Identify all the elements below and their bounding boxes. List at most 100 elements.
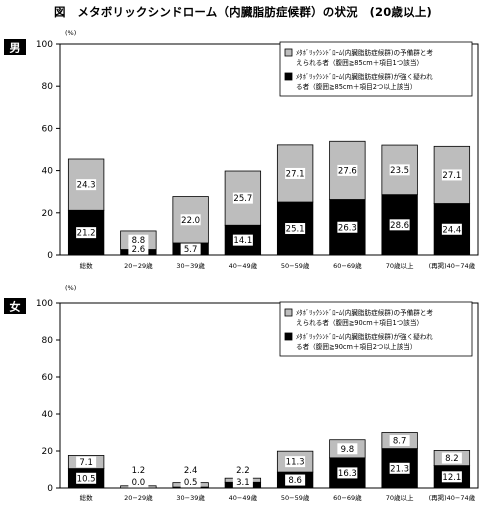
chart-0-ytick-label: 60 (42, 124, 54, 134)
chart-0-category-label: 50−59歳 (281, 261, 310, 270)
chart-0-data-label-box (232, 192, 253, 204)
chart-0-data-label: 14.1 (232, 234, 253, 246)
chart-0-data-label-text: 8.8 (132, 236, 146, 246)
chart-1-category-label: 50−59歳 (281, 493, 310, 502)
chart-1-data-label-box (441, 471, 462, 483)
chart-1-data-label: 0.0 (128, 476, 149, 488)
chart-1-data-label-box (128, 476, 149, 488)
chart-1-data-label-box (180, 464, 201, 476)
chart-0-data-label-box (441, 169, 462, 181)
chart-0-data-label-text: 14.1 (233, 236, 252, 246)
chart-0-data-label-box (128, 243, 149, 255)
chart-1-data-label-box (128, 464, 149, 476)
chart-1-category-label: 70歳以上 (386, 493, 414, 502)
chart-0-category-label: (再掲)40−74歳 (429, 261, 476, 270)
chart-1-data-label: 9.8 (337, 443, 358, 455)
chart-0-data-label: 2.6 (128, 243, 149, 255)
chart-0-data-label-box (285, 167, 306, 179)
chart-1-data-label-text: 11.3 (286, 458, 305, 468)
chart-1-data-label: 12.1 (441, 471, 462, 483)
chart-1-data-label-box (232, 464, 253, 476)
chart-0-unit-label: (%) (65, 29, 76, 37)
chart-1-ytick-label: 80 (42, 336, 54, 346)
chart-1-ytick-label: 40 (42, 410, 54, 420)
chart-0-legend-label: る者（腹囲≧85cm＋項目2つ以上該当） (296, 82, 416, 91)
chart-0-data-label: 27.1 (441, 169, 462, 181)
chart-1-data-label-text: 9.8 (341, 445, 355, 455)
chart-1-data-label: 2.2 (232, 464, 253, 476)
chart-0-ytick-label: 80 (42, 82, 54, 92)
chart-0-bar-upper (276, 144, 314, 203)
chart-0-data-label-text: 5.7 (184, 245, 198, 255)
chart-0-data-label-text: 25.7 (233, 194, 252, 204)
chart-1-data-label-box (232, 476, 253, 488)
chart-1-data-label: 21.3 (389, 462, 410, 474)
chart-1-legend-label: ﾒﾀﾎﾞﾘｯｸｼﾝﾄﾞﾛｰﾑ(内臓脂肪症候群)が強く疑われ (296, 332, 433, 341)
chart-0-data-label-box (76, 227, 97, 239)
chart-1-data-label: 0.5 (180, 476, 201, 488)
chart-0-data-label-box (285, 223, 306, 235)
chart-1-data-label-text: 16.3 (338, 469, 357, 479)
chart-0-data-label-text: 24.3 (77, 181, 96, 191)
chart-1-ytick-label: 100 (36, 299, 53, 309)
chart-0-category-label: 総数 (80, 261, 94, 270)
chart-0-data-label-text: 28.6 (390, 221, 409, 231)
chart-1-data-label-text: 2.2 (236, 466, 250, 476)
chart-1-plot-frame (59, 302, 479, 489)
chart-0-data-label-box (232, 234, 253, 246)
chart-1-data-label-box (76, 456, 97, 468)
chart-1-ytick-label: 20 (42, 447, 54, 457)
chart-0-data-label: 5.7 (180, 243, 201, 255)
chart-1-data-label-text: 12.1 (442, 473, 461, 483)
chart-1-ytick-label: 60 (42, 373, 54, 383)
chart-1-data-label-text: 0.5 (184, 478, 198, 488)
chart-1-data-label: 16.3 (337, 467, 358, 479)
chart-1-legend-label: ﾒﾀﾎﾞﾘｯｸｼﾝﾄﾞﾛｰﾑ(内臓脂肪症候群)の予備群と考 (296, 308, 433, 317)
chart-0-data-label-box (337, 164, 358, 176)
chart-1-data-label-box (180, 476, 201, 488)
chart-1-data-label: 2.4 (180, 464, 201, 476)
chart-1-legend-box (279, 301, 473, 357)
chart-0-data-label-text: 25.1 (286, 225, 305, 235)
chart-0-data-label: 26.3 (337, 221, 358, 233)
chart-0-legend-label: えられる者（腹囲≧85cm＋項目1つ該当） (296, 58, 423, 67)
chart-0-category-label: 70歳以上 (386, 261, 414, 270)
chart-0-data-label: 28.6 (389, 219, 410, 231)
chart-0-data-label: 27.6 (337, 164, 358, 176)
chart-0-ytick-label: 0 (47, 251, 53, 261)
chart-0-legend-swatch (284, 72, 293, 81)
chart-1-data-label: 11.3 (285, 456, 306, 468)
chart-0-data-label-text: 27.6 (338, 166, 357, 176)
chart-1-data-label-text: 2.4 (184, 466, 198, 476)
chart-0-ytick-label: 40 (42, 167, 54, 177)
chart-1-data-label-text: 7.1 (79, 458, 93, 468)
chart-0-ytick-label: 20 (42, 209, 54, 219)
chart-1-data-label: 7.1 (76, 456, 97, 468)
chart-1-data-label-text: 0.0 (132, 478, 146, 488)
chart-0-data-label: 23.5 (389, 164, 410, 176)
chart-1-category-label: (再掲)40−74歳 (429, 493, 476, 502)
chart-0-data-label-box (76, 179, 97, 191)
chart-0-data-label: 25.1 (285, 223, 306, 235)
chart-1-category-label: 20−29歳 (124, 493, 153, 502)
chart-1-data-label-box (389, 435, 410, 447)
chart-0-data-label-box (441, 223, 462, 235)
chart-1-data-label: 8.6 (285, 474, 306, 486)
chart-0-data-label-text: 27.1 (286, 169, 305, 179)
chart-0-ytick-label: 100 (36, 40, 53, 50)
chart-1-category-label: 40−49歳 (229, 493, 258, 502)
chart-0-bar-upper (381, 144, 418, 196)
chart-1-legend-label: えられる者（腹囲≧90cm＋項目1つ該当） (296, 318, 423, 327)
chart-1-category-label: 30−39歳 (176, 493, 205, 502)
chart-0-data-label: 8.8 (128, 234, 149, 246)
chart-1-data-label-box (285, 474, 306, 486)
chart-0-data-label-box (128, 234, 149, 246)
chart-0-category-label: 30−39歳 (176, 261, 205, 270)
chart-1-data-label-box (337, 467, 358, 479)
chart-1-data-label: 1.2 (128, 464, 149, 476)
chart-0-plot-frame (59, 43, 479, 256)
chart-1-data-label: 8.2 (441, 452, 462, 464)
chart-0-legend-label: ﾒﾀﾎﾞﾘｯｸｼﾝﾄﾞﾛｰﾑ(内臓脂肪症候群)が強く疑われ (296, 72, 433, 81)
chart-1-data-label-text: 3.1 (236, 478, 250, 488)
